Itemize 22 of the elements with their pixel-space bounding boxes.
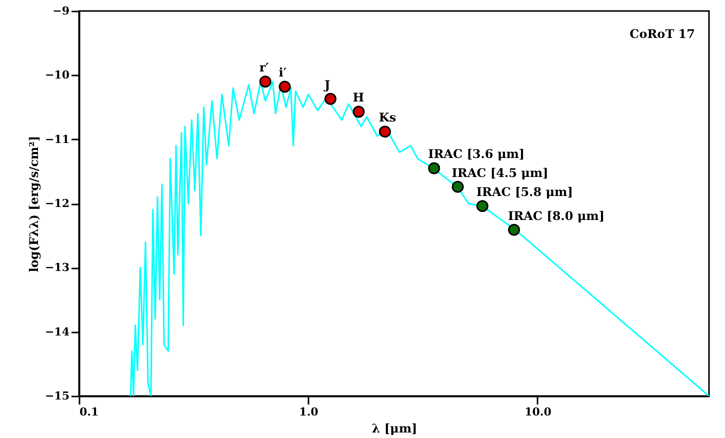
y-tick-label: −14 xyxy=(44,325,70,338)
annotation: Ks xyxy=(378,110,396,125)
x-tick-label: 1.0 xyxy=(299,406,319,418)
annotation: r′ xyxy=(259,60,269,75)
y-tick-label: −15 xyxy=(44,390,70,402)
y-axis-title: log(Fλλ) [erg/s/cm²] xyxy=(26,136,41,272)
y-tick-label: −9 xyxy=(52,4,70,18)
x-tick-label: 0.1 xyxy=(80,406,99,418)
annotation: IRAC [4.5 μm] xyxy=(452,166,548,180)
annotation: CoRoT 17 xyxy=(630,27,695,41)
y-tick-label: −13 xyxy=(44,261,70,274)
annotation: H xyxy=(352,90,364,105)
annotation: IRAC [3.6 μm] xyxy=(428,147,525,162)
annotation: J xyxy=(323,78,330,92)
y-tick-label: −12 xyxy=(44,197,70,210)
annotation: IRAC [8.0 μm] xyxy=(508,208,605,223)
annotation: i′ xyxy=(278,66,287,80)
x-axis-title: λ [μm] xyxy=(372,422,418,436)
y-tick-label: −11 xyxy=(44,132,70,146)
x-tick-label: 10.0 xyxy=(524,406,552,418)
y-tick-label: −10 xyxy=(44,68,70,82)
annotation: IRAC [5.8 μm] xyxy=(476,185,573,200)
